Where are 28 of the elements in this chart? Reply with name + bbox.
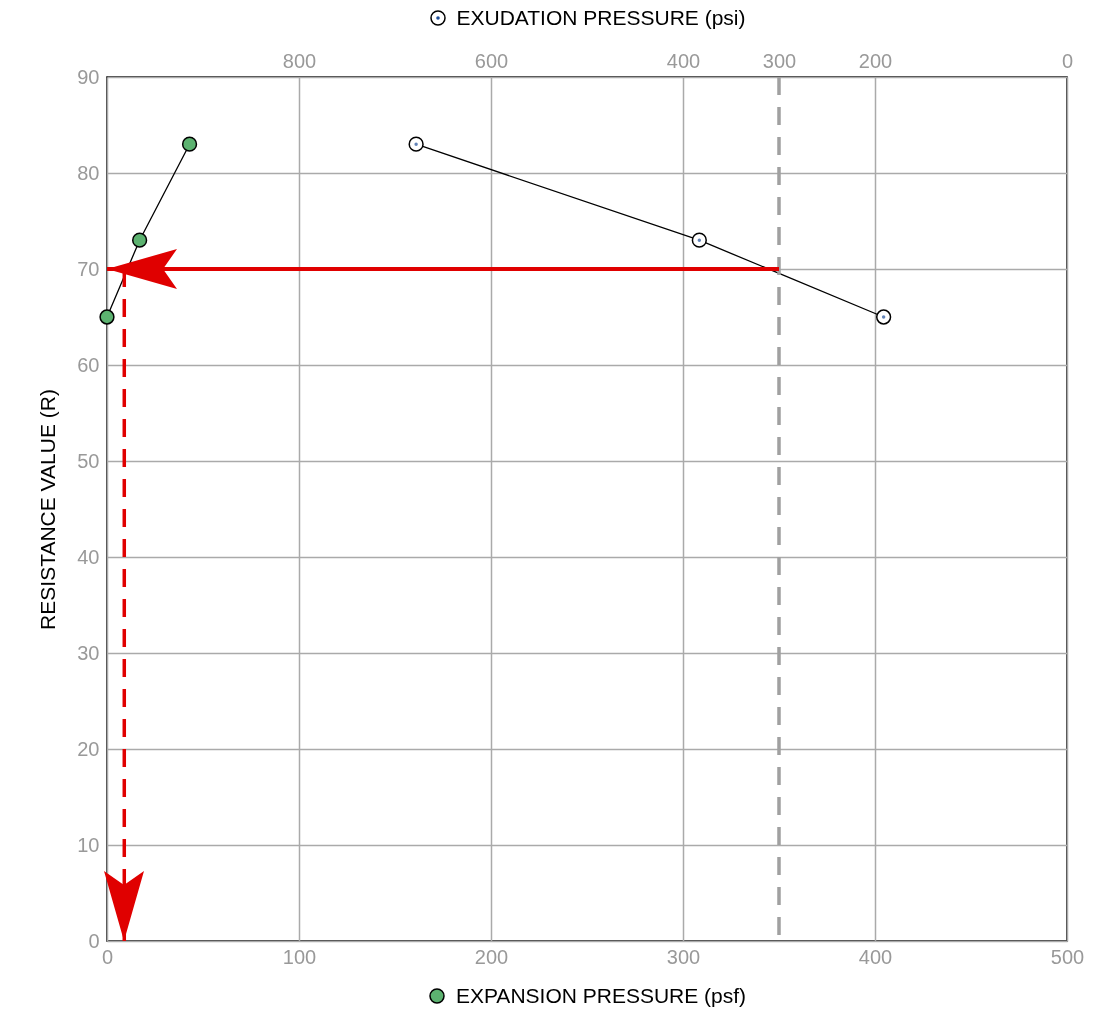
x2-tick-label: 0 bbox=[1061, 49, 1074, 72]
x-tick-label: 0 bbox=[101, 945, 114, 968]
point bbox=[99, 309, 115, 325]
x-tick-label: 300 bbox=[666, 945, 701, 968]
y-tick-label: 0 bbox=[88, 929, 100, 952]
y-tick-label: 50 bbox=[77, 449, 100, 472]
x-tick-label: 100 bbox=[282, 945, 317, 968]
y-tick-label: 20 bbox=[77, 737, 100, 760]
x2-tick-label: 800 bbox=[282, 49, 317, 72]
y-tick-label: 60 bbox=[77, 353, 100, 376]
x-tick-label: 500 bbox=[1050, 945, 1085, 968]
y-tick-label: 30 bbox=[77, 641, 100, 664]
y-tick-label: 10 bbox=[77, 833, 100, 856]
x-tick-label: 400 bbox=[858, 945, 893, 968]
x2-axis-title: EXUDATION PRESSURE (psi) bbox=[456, 6, 746, 30]
y-tick-label: 70 bbox=[77, 257, 100, 280]
point bbox=[132, 232, 148, 248]
y-tick-label: 90 bbox=[77, 65, 100, 88]
x-axis-title: EXPANSION PRESSURE (psf) bbox=[455, 984, 747, 1008]
x2-tick-label: 300 bbox=[762, 49, 797, 72]
x-tick-label: 200 bbox=[474, 945, 509, 968]
point bbox=[181, 136, 198, 152]
y-axis-title: RESISTANCE VALUE (R) bbox=[36, 389, 60, 630]
y-tick-label: 80 bbox=[77, 161, 100, 184]
x2-tick-label: 200 bbox=[858, 49, 893, 72]
x2-tick-label: 400 bbox=[666, 49, 701, 72]
y-tick-label: 40 bbox=[77, 545, 100, 568]
x2-tick-label: 600 bbox=[474, 49, 509, 72]
